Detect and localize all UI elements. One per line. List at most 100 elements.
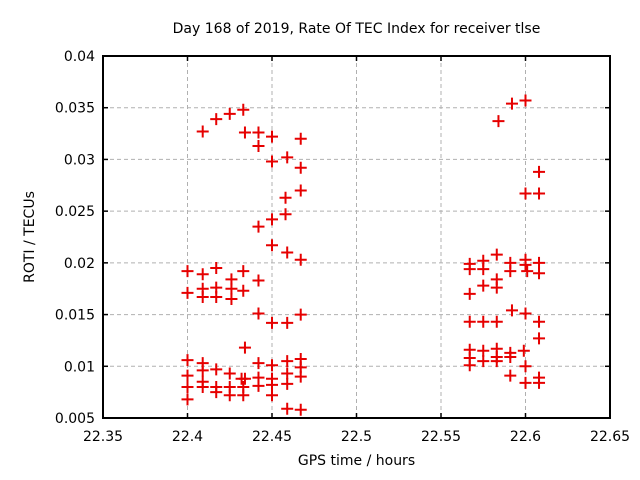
data-point-marker [521, 265, 534, 278]
data-point-marker [504, 350, 517, 363]
data-point-marker [252, 220, 265, 233]
data-point-marker [533, 256, 546, 269]
data-point-marker [504, 369, 517, 382]
data-point-marker [196, 125, 209, 138]
data-point-marker [463, 263, 476, 276]
data-point-marker [279, 191, 292, 204]
data-point-marker [477, 263, 490, 276]
data-point-marker [505, 304, 518, 317]
data-point-marker [281, 402, 294, 415]
x-tick-label: 22.6 [510, 429, 541, 445]
data-point-marker [463, 315, 476, 328]
data-point-marker [533, 315, 546, 328]
data-point-marker [252, 379, 265, 392]
data-point-marker [519, 307, 532, 320]
data-point-marker [533, 267, 546, 280]
data-point-marker [490, 248, 503, 261]
data-point-marker [505, 97, 518, 110]
x-tick-label: 22.35 [83, 429, 123, 445]
plot-border [102, 55, 611, 419]
data-point-marker [463, 287, 476, 300]
data-point-marker [252, 126, 265, 139]
data-points-layer [181, 94, 546, 416]
data-point-marker [210, 113, 223, 126]
x-tick-label: 22.45 [252, 429, 292, 445]
y-tick-label: 0.025 [55, 204, 95, 220]
data-point-marker [533, 165, 546, 178]
data-point-marker [266, 213, 278, 226]
data-point-marker [196, 364, 209, 377]
data-point-marker [266, 359, 278, 372]
data-point-marker [196, 268, 209, 281]
data-point-marker [225, 293, 238, 306]
data-point-marker [266, 389, 278, 402]
data-point-marker [266, 155, 278, 168]
x-tick-label: 22.4 [172, 429, 203, 445]
data-point-marker [519, 376, 532, 389]
data-point-marker [181, 354, 194, 367]
data-point-marker [294, 161, 307, 174]
data-point-marker [490, 315, 503, 328]
data-point-marker [252, 139, 265, 152]
data-point-marker [533, 187, 546, 200]
data-point-marker [266, 130, 278, 143]
x-tick-label: 22.5 [341, 429, 372, 445]
data-point-marker [266, 378, 278, 391]
data-point-marker [223, 367, 236, 380]
data-point-marker [181, 286, 194, 299]
data-point-marker [252, 307, 265, 320]
data-point-marker [519, 360, 532, 373]
data-point-marker [281, 367, 294, 380]
y-tick-label: 0.01 [64, 359, 95, 375]
data-point-marker [237, 284, 250, 297]
data-point-marker [519, 187, 532, 200]
data-point-marker [181, 265, 194, 278]
x-tick-label: 22.65 [590, 429, 630, 445]
data-point-marker [210, 290, 223, 303]
data-point-marker [519, 258, 532, 271]
ticks-layer [102, 55, 611, 419]
data-point-marker [196, 380, 209, 393]
data-point-marker [533, 376, 546, 389]
data-point-marker [281, 151, 294, 164]
data-point-marker [210, 386, 223, 399]
y-tick-label: 0.015 [55, 308, 95, 324]
data-point-marker [181, 369, 194, 382]
chart-title: Day 168 of 2019, Rate Of TEC Index for r… [172, 21, 541, 37]
y-axis-label: ROTI / TECUs [22, 191, 38, 283]
data-point-marker [237, 103, 250, 116]
data-point-marker [492, 115, 505, 128]
data-point-marker [281, 316, 294, 329]
data-point-marker [238, 126, 251, 139]
data-point-marker [223, 389, 236, 402]
y-tick-label: 0.04 [64, 49, 95, 65]
data-point-marker [294, 253, 307, 266]
data-point-marker [210, 363, 223, 376]
data-point-marker [281, 355, 294, 368]
data-point-marker [281, 377, 294, 390]
data-point-marker [279, 208, 292, 221]
data-point-marker [225, 282, 238, 295]
data-point-marker [490, 281, 503, 294]
data-point-marker [181, 380, 194, 393]
data-point-marker [252, 274, 265, 287]
data-point-marker [477, 315, 490, 328]
data-point-marker [223, 107, 236, 120]
y-tick-label: 0.03 [64, 152, 95, 168]
data-point-marker [252, 357, 265, 370]
data-point-marker [281, 246, 294, 259]
grid-layer [103, 56, 610, 418]
y-tick-label: 0.035 [55, 101, 95, 117]
data-point-marker [294, 370, 307, 383]
data-point-marker [519, 94, 532, 107]
data-point-marker [237, 389, 250, 402]
data-point-marker [533, 332, 546, 345]
tick-labels-layer: 22.35 22.4 22.45 22.5 22.55 22.6 22.65 0.005 0.0… [55, 49, 630, 445]
data-point-marker [294, 308, 307, 321]
data-point-marker [238, 341, 251, 354]
data-point-marker [477, 355, 490, 368]
data-point-marker [504, 265, 517, 278]
data-point-marker [210, 262, 223, 275]
